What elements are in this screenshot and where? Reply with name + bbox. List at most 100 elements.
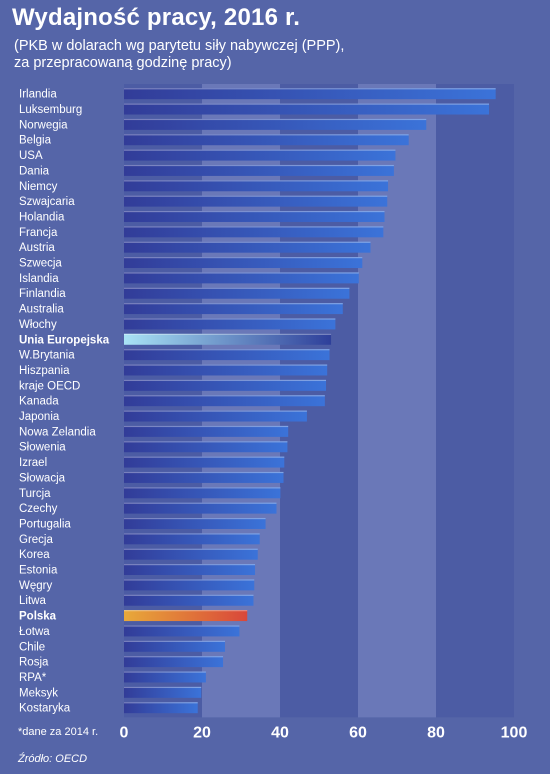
bar-shine: [124, 487, 281, 489]
bar-francja: [124, 226, 384, 238]
category-label: Szwajcaria: [19, 196, 75, 208]
category-label: Japonia: [19, 411, 60, 423]
bar-shine: [124, 441, 288, 443]
category-label: RPA*: [19, 672, 47, 684]
plot-band: [436, 84, 514, 718]
bar-shine: [124, 471, 284, 474]
bar-shine: [124, 303, 343, 305]
bar-meksyk: [124, 686, 202, 698]
bar-shine: [124, 318, 336, 320]
category-label: Austria: [19, 242, 55, 254]
subtitle-line-1: (PKB w dolarach wg parytetu siły nabywcz…: [14, 38, 345, 54]
bar-shine: [124, 272, 359, 274]
bar-shine: [124, 425, 289, 428]
bar-shine: [124, 103, 490, 105]
bar-shine: [124, 702, 198, 704]
category-label: Korea: [19, 549, 50, 561]
bar-szwecja: [124, 257, 363, 269]
x-tick-label: 80: [427, 724, 445, 741]
category-label: Holandia: [19, 211, 65, 223]
bar-dania: [124, 164, 394, 176]
source-note: Źródło: OECD: [18, 753, 88, 765]
bar-w-ochy: [124, 318, 336, 330]
bar-szwajcaria: [124, 195, 388, 207]
bar-litwa: [124, 594, 254, 606]
bar-shine: [124, 671, 206, 673]
bar-shine: [124, 180, 389, 182]
category-label: Francja: [19, 227, 58, 239]
bar-rpa-: [124, 671, 206, 683]
category-label: Litwa: [19, 595, 46, 607]
category-label: Izrael: [19, 457, 47, 469]
bar-australia: [124, 303, 343, 315]
bar-belgia: [124, 134, 409, 146]
subtitle-line-2: za przepracowaną godzinę pracy): [14, 55, 232, 71]
category-label: Luksemburg: [19, 104, 82, 116]
bar-grecja: [124, 533, 260, 545]
bar-shine: [124, 456, 285, 458]
bar-shine: [124, 287, 350, 289]
bar-shine: [124, 379, 327, 382]
bar-irlandia: [124, 88, 496, 100]
chart-title: Wydajność pracy, 2016 r.: [12, 4, 301, 31]
category-label: Kanada: [19, 396, 59, 408]
category-label: Hiszpania: [19, 365, 70, 377]
bar-kostaryka: [124, 702, 198, 714]
bar-chile: [124, 640, 226, 652]
bar-shine: [124, 210, 385, 213]
bar-rosja: [124, 656, 224, 668]
footnote: *dane za 2014 r.: [18, 726, 99, 738]
category-label: Irlandia: [19, 89, 57, 101]
category-label: Dania: [19, 165, 50, 177]
bar-usa: [124, 149, 396, 161]
category-label: W.Brytania: [19, 350, 75, 362]
bar-s-owacja: [124, 471, 284, 483]
bar-shine: [124, 533, 260, 535]
category-label: Grecja: [19, 534, 53, 546]
bar-hiszpania: [124, 364, 328, 376]
bar-shine: [124, 564, 256, 566]
chart-subtitle: (PKB w dolarach wg parytetu siły nabywcz…: [14, 38, 534, 72]
x-tick-label: 20: [193, 724, 211, 741]
bar-luksemburg: [124, 103, 490, 115]
bar-finlandia: [124, 287, 350, 299]
category-label: Chile: [19, 641, 45, 653]
category-label: Islandia: [19, 273, 59, 285]
category-label: Rosja: [19, 657, 49, 669]
bar-shine: [124, 349, 330, 351]
bar-holandia: [124, 210, 385, 222]
plot-band: [358, 84, 436, 718]
category-label: Węgry: [19, 580, 52, 592]
bar-shine: [124, 610, 248, 612]
bar-shine: [124, 579, 255, 581]
bar-shine: [124, 502, 277, 504]
bar-shine: [124, 226, 384, 228]
bar-shine: [124, 257, 363, 259]
category-label: Meksyk: [19, 687, 58, 699]
bar-shine: [124, 548, 258, 550]
x-tick-label: 60: [349, 724, 367, 741]
bar-shine: [124, 594, 254, 596]
bar-kraje-oecd: [124, 379, 327, 391]
category-label: Nowa Zelandia: [19, 426, 96, 438]
bar-shine: [124, 517, 266, 520]
category-label: Estonia: [19, 565, 58, 577]
category-label: Polska: [19, 611, 57, 623]
bar-polska: [124, 610, 248, 622]
bar-portugalia: [124, 517, 266, 529]
bar-islandia: [124, 272, 359, 284]
category-label: kraje OECD: [19, 380, 80, 392]
category-label: Włochy: [19, 319, 57, 331]
category-label: Kostaryka: [19, 703, 71, 715]
bar-austria: [124, 241, 371, 253]
bar-estonia: [124, 564, 256, 576]
category-label: Portugalia: [19, 518, 71, 530]
category-label: Łotwa: [19, 626, 50, 638]
bar-korea: [124, 548, 258, 560]
category-label: Australia: [19, 304, 64, 316]
category-label: Norwegia: [19, 119, 68, 131]
category-label: Belgia: [19, 135, 52, 147]
bar-shine: [124, 625, 240, 627]
bar-turcja: [124, 487, 281, 499]
